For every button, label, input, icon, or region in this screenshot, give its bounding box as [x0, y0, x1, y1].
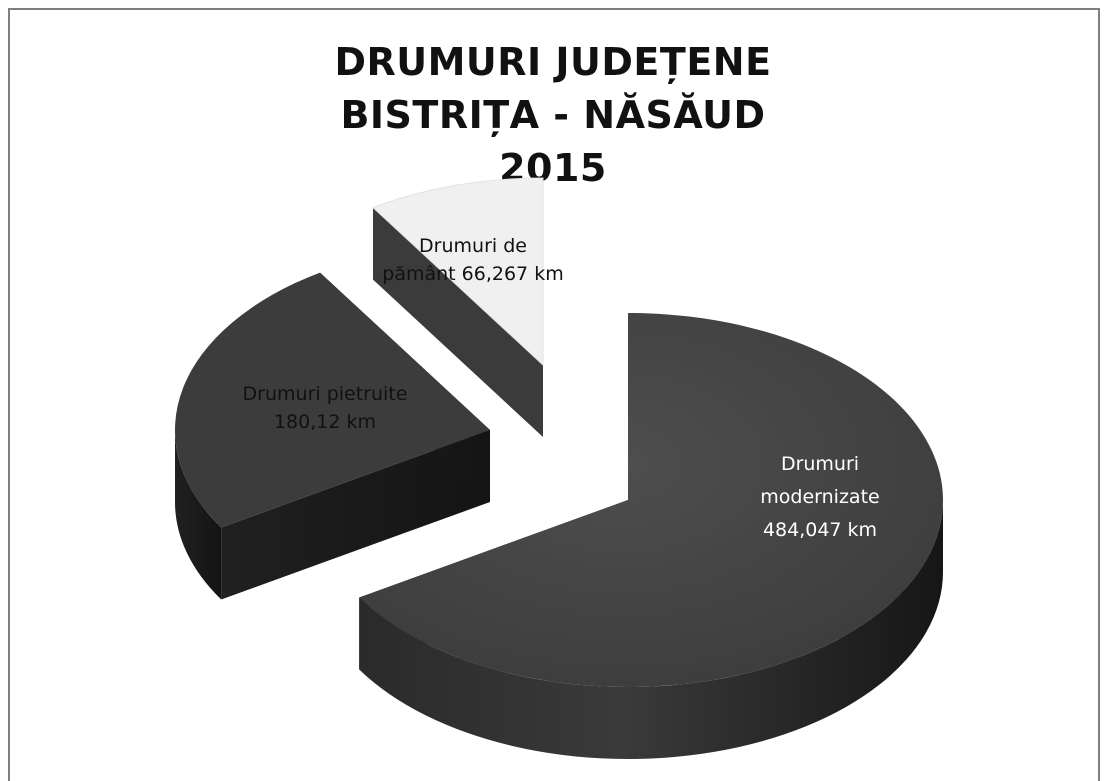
pie-slice-wall-pietruite-0	[221, 430, 490, 600]
chart-title: DRUMURI JUDEȚENE BISTRIȚA - NĂSĂUD 2015	[0, 36, 1106, 195]
pie-label-pamant-line-2: pământ 66,267 km	[382, 263, 563, 285]
pie-label-modernizate-line-1: Drumuri	[781, 453, 859, 475]
pie-slice-side-modernizate-0	[359, 500, 943, 759]
pie-slice-wall-pamant-0	[373, 207, 543, 437]
pie-slice-top-modernizate	[359, 313, 943, 687]
pie-slice-top-pamant	[372, 177, 544, 367]
pie-slice-pamant	[372, 177, 544, 437]
pie-label-modernizate-line-2: modernizate	[760, 486, 879, 508]
pie-slice-pietruite	[175, 272, 490, 600]
chart-title-line-2: BISTRIȚA - NĂSĂUD	[340, 93, 766, 137]
pie-label-modernizate-line-3: 484,047 km	[763, 519, 877, 541]
pie-label-pietruite-line-1: Drumuri pietruite	[243, 383, 408, 405]
pie-label-pietruite-line-2: 180,12 km	[274, 411, 376, 433]
pie-label-pamant-line-1: Drumuri de	[419, 235, 527, 257]
pie-slice-modernizate	[359, 313, 943, 759]
pie-slice-top-pietruite	[175, 272, 490, 528]
pie-slice-side-pietruite-0	[175, 430, 222, 600]
chart-title-line-1: DRUMURI JUDEȚENE	[334, 40, 772, 84]
